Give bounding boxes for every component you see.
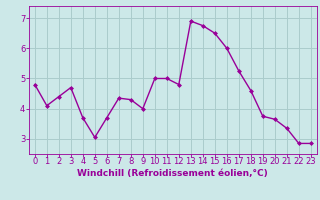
X-axis label: Windchill (Refroidissement éolien,°C): Windchill (Refroidissement éolien,°C)	[77, 169, 268, 178]
